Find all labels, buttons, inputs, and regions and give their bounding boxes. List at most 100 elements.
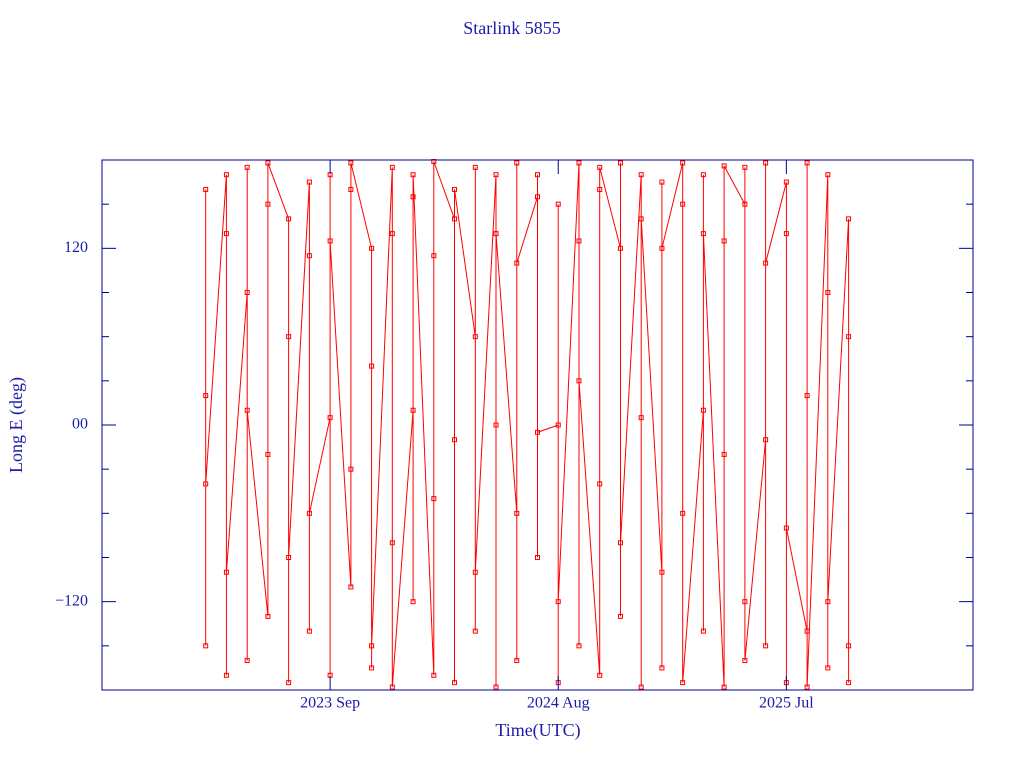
data-point	[638, 172, 644, 178]
data-point	[804, 160, 810, 166]
data-line	[205, 161, 850, 688]
data-point	[576, 160, 582, 166]
data-point	[597, 481, 603, 487]
y-tick-label: 120	[64, 239, 88, 256]
data-point	[286, 555, 292, 560]
data-point	[327, 415, 333, 421]
data-point	[514, 658, 520, 664]
data-point	[804, 393, 810, 399]
data-point	[431, 253, 437, 259]
data-point	[452, 680, 458, 686]
data-point	[348, 160, 354, 166]
data-point	[721, 163, 727, 169]
y-tick-label: 00	[72, 416, 88, 433]
data-point	[763, 260, 769, 266]
data-point	[659, 665, 665, 671]
data-point	[825, 290, 831, 295]
data-point	[514, 510, 520, 516]
data-point	[721, 451, 727, 457]
data-point	[203, 393, 209, 399]
data-point	[369, 665, 375, 671]
data-point	[680, 201, 686, 207]
data-point	[535, 172, 540, 178]
x-tick-label: 2025 Jul	[759, 695, 814, 712]
data-point	[535, 429, 540, 435]
y-tick-label: −120	[55, 592, 88, 609]
data-point	[576, 643, 582, 649]
data-point	[306, 179, 312, 185]
data-point	[638, 415, 644, 421]
data-point	[576, 378, 582, 384]
data-point	[825, 665, 831, 671]
data-point	[369, 643, 375, 649]
data-point	[597, 186, 603, 192]
data-point	[700, 231, 706, 237]
data-point	[244, 290, 250, 295]
data-point	[846, 680, 852, 686]
data-point	[348, 186, 354, 192]
data-point	[327, 238, 333, 244]
data-point	[763, 643, 769, 649]
data-point	[265, 451, 271, 457]
data-point	[493, 172, 499, 178]
data-point	[742, 599, 748, 605]
data-point	[223, 172, 229, 178]
data-point	[514, 260, 520, 266]
data-point	[659, 179, 665, 185]
data-point	[389, 540, 395, 546]
data-point	[410, 194, 416, 200]
data-point	[389, 231, 395, 237]
data-point	[244, 658, 250, 664]
chart-title: Starlink 5855	[463, 18, 561, 38]
data-point	[286, 680, 292, 686]
data-point	[783, 231, 789, 237]
data-point	[452, 437, 458, 443]
data-point	[369, 245, 375, 251]
data-point	[410, 599, 416, 605]
data-point	[700, 172, 706, 178]
data-point	[431, 672, 437, 678]
data-point	[825, 599, 831, 605]
data-point	[265, 613, 271, 619]
data-point	[763, 437, 769, 443]
data-point	[555, 422, 561, 428]
data-point	[783, 179, 789, 185]
data-point	[472, 164, 478, 170]
data-point	[763, 160, 769, 166]
data-point	[680, 160, 686, 166]
data-point	[617, 540, 623, 546]
data-point	[700, 407, 706, 413]
data-point	[721, 684, 727, 690]
data-point	[638, 216, 644, 222]
data-point	[680, 510, 686, 516]
data-point	[265, 160, 271, 166]
data-point	[223, 231, 229, 237]
data-point	[493, 422, 499, 428]
data-point	[846, 216, 852, 222]
data-point	[348, 584, 354, 590]
data-point	[617, 613, 623, 619]
data-point	[846, 334, 852, 340]
data-point	[244, 407, 250, 413]
data-point	[431, 158, 437, 164]
data-point	[555, 599, 561, 605]
data-point	[659, 569, 665, 575]
data-point	[742, 164, 748, 170]
data-point	[617, 245, 623, 251]
data-point	[223, 672, 229, 678]
data-point	[286, 334, 292, 340]
data-point	[804, 628, 810, 634]
data-point	[265, 201, 271, 207]
data-point	[659, 245, 665, 251]
data-point	[638, 684, 644, 690]
data-point	[493, 684, 499, 690]
data-point	[597, 672, 603, 678]
data-point	[410, 407, 416, 413]
data-point	[452, 216, 458, 222]
data-point	[514, 160, 520, 166]
data-point	[389, 164, 395, 170]
data-point	[535, 194, 540, 200]
x-tick-label: 2023 Sep	[300, 695, 360, 712]
data-point	[680, 680, 686, 686]
data-point	[389, 684, 395, 690]
